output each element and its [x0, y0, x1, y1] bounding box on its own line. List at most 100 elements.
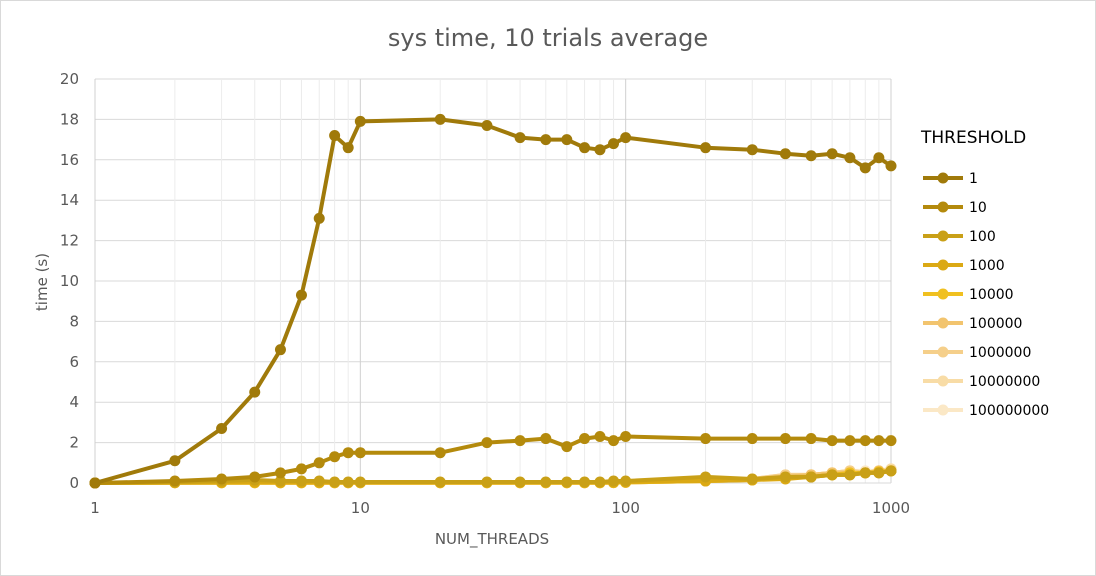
- data-point: [844, 435, 856, 447]
- data-point: [540, 433, 552, 445]
- data-point: [249, 471, 261, 483]
- data-point: [342, 142, 354, 154]
- data-point: [313, 212, 325, 224]
- legend-marker: [937, 375, 949, 387]
- data-point: [342, 476, 354, 488]
- data-point: [594, 476, 606, 488]
- legend-marker: [937, 404, 949, 416]
- data-point: [826, 435, 838, 447]
- legend-label: 10: [969, 200, 987, 216]
- legend-marker: [937, 317, 949, 329]
- x-tick-label: 100: [611, 499, 640, 517]
- legend-marker: [937, 172, 949, 184]
- series-line: [94, 468, 892, 485]
- y-tick-label: 0: [69, 474, 79, 492]
- data-point: [313, 457, 325, 469]
- y-axis-title: time (s): [33, 253, 51, 311]
- data-point: [216, 422, 228, 434]
- data-point: [873, 435, 885, 447]
- data-point: [434, 447, 446, 459]
- data-point: [779, 148, 791, 160]
- data-point: [885, 465, 897, 477]
- data-point: [561, 476, 573, 488]
- series-layer: [89, 113, 897, 489]
- data-point: [579, 476, 591, 488]
- legend-marker: [937, 346, 949, 358]
- data-point: [481, 437, 493, 449]
- data-point: [826, 148, 838, 160]
- grid-layer: [94, 78, 892, 483]
- data-point: [295, 289, 307, 301]
- data-point: [514, 476, 526, 488]
- legend-label: 1: [969, 171, 978, 187]
- legend-marker: [937, 259, 949, 271]
- legend-label: 1000000: [969, 345, 1031, 361]
- data-point: [873, 152, 885, 164]
- legend-label: 10000: [969, 287, 1014, 303]
- data-point: [608, 475, 620, 487]
- data-point: [844, 469, 856, 481]
- x-tick-label: 1000: [872, 499, 910, 517]
- series-line: [94, 117, 893, 485]
- legend-item-10000: 10000: [923, 287, 1014, 303]
- chart-title: sys time, 10 trials average: [388, 24, 708, 52]
- data-point: [700, 142, 712, 154]
- y-tick-label: 2: [69, 434, 79, 452]
- legend-item-100000000: 100000000: [923, 403, 1049, 419]
- data-point: [249, 386, 261, 398]
- y-tick-label: 16: [60, 151, 79, 169]
- data-point: [274, 475, 286, 487]
- legend: THRESHOLD 1 10 100 1000 10000 100000 1000000 10…: [920, 128, 1049, 419]
- data-point: [746, 473, 758, 485]
- data-point: [700, 471, 712, 483]
- data-point: [216, 473, 228, 485]
- data-point: [169, 455, 181, 467]
- data-point: [873, 467, 885, 479]
- data-point: [89, 477, 101, 489]
- legend-label: 1000: [969, 258, 1005, 274]
- data-point: [746, 144, 758, 156]
- y-tick-label: 20: [60, 70, 79, 88]
- data-point: [885, 160, 897, 172]
- series-line: [94, 434, 891, 485]
- data-point: [700, 433, 712, 445]
- data-point: [594, 431, 606, 443]
- data-point: [329, 476, 341, 488]
- data-point: [329, 130, 341, 142]
- legend-marker: [937, 201, 949, 213]
- y-tick-label: 6: [69, 353, 79, 371]
- legend-marker: [937, 288, 949, 300]
- data-point: [579, 142, 591, 154]
- y-tick-label: 10: [60, 272, 79, 290]
- series-100: [89, 465, 897, 489]
- data-point: [354, 115, 366, 127]
- legend-label: 100000000: [969, 403, 1049, 419]
- data-point: [540, 476, 552, 488]
- legend-item-100000: 100000: [923, 316, 1022, 332]
- data-point: [608, 435, 620, 447]
- data-point: [746, 433, 758, 445]
- data-point: [561, 134, 573, 146]
- legend-item-1000: 1000: [923, 258, 1005, 274]
- data-point: [620, 431, 632, 443]
- data-point: [805, 433, 817, 445]
- legend-item-10000000: 10000000: [923, 374, 1040, 390]
- x-axis-title: NUM_THREADS: [435, 530, 549, 549]
- data-point: [579, 433, 591, 445]
- legend-title: THRESHOLD: [920, 128, 1026, 148]
- data-point: [434, 113, 446, 125]
- data-point: [514, 435, 526, 447]
- data-point: [274, 467, 286, 479]
- legend-label: 100: [969, 229, 996, 245]
- y-tick-label: 4: [69, 393, 79, 411]
- data-point: [779, 471, 791, 483]
- data-point: [354, 476, 366, 488]
- legend-label: 100000: [969, 316, 1022, 332]
- data-point: [342, 447, 354, 459]
- data-point: [805, 150, 817, 162]
- data-point: [885, 435, 897, 447]
- y-tick-label: 18: [60, 110, 79, 128]
- y-tick-label: 12: [60, 232, 79, 250]
